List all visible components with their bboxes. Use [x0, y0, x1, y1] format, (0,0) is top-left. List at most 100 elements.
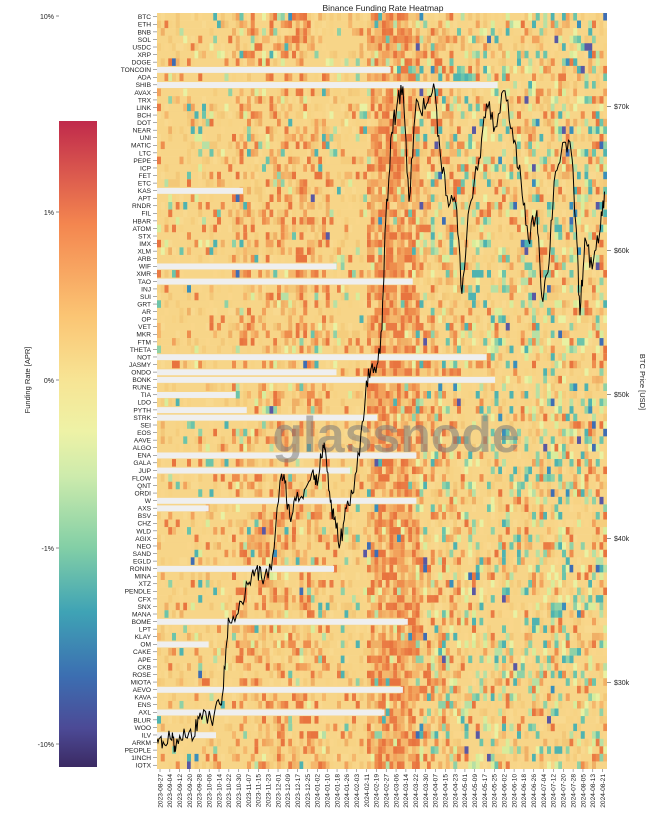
heatmap-cell	[551, 126, 555, 134]
heatmap-cell	[393, 73, 397, 81]
heatmap-cell	[427, 28, 431, 36]
heatmap-cell	[551, 134, 555, 142]
heatmap-cell	[318, 157, 322, 165]
heatmap-cell	[161, 323, 165, 331]
heatmap-cell	[551, 278, 555, 286]
heatmap-cell	[270, 134, 274, 142]
heatmap-row-ada	[157, 73, 607, 81]
heatmap-cell	[345, 550, 349, 558]
heatmap-cell	[585, 13, 589, 21]
heatmap-cell	[412, 172, 416, 180]
heatmap-cell	[337, 240, 341, 248]
heatmap-cell	[570, 126, 574, 134]
heatmap-cell	[457, 104, 461, 112]
heatmap-cell	[243, 187, 247, 195]
heatmap-cell	[506, 210, 510, 218]
heatmap-cell	[397, 542, 401, 550]
heatmap-cell	[356, 134, 360, 142]
heatmap-cell	[247, 51, 251, 59]
heatmap-cell	[345, 293, 349, 301]
heatmap-cell	[416, 300, 420, 308]
heatmap-cell	[258, 96, 262, 104]
heatmap-cell	[315, 157, 319, 165]
heatmap-cell	[562, 73, 566, 81]
heatmap-cell	[296, 225, 300, 233]
heatmap-cell	[446, 497, 450, 505]
heatmap-cell	[315, 104, 319, 112]
heatmap-cell	[450, 497, 454, 505]
heatmap-row-neo	[157, 542, 607, 550]
heatmap-cell	[536, 520, 540, 528]
heatmap-cell	[408, 89, 412, 97]
heatmap-cell	[367, 308, 371, 316]
heatmap-cell	[483, 217, 487, 225]
heatmap-cell	[195, 293, 199, 301]
heatmap-cell	[345, 194, 349, 202]
heatmap-cell	[390, 300, 394, 308]
heatmap-cell	[232, 134, 236, 142]
heatmap-cell	[266, 126, 270, 134]
heatmap-cell	[412, 338, 416, 346]
heatmap-cell	[270, 96, 274, 104]
heatmap-cell	[457, 399, 461, 407]
heatmap-cell	[225, 73, 229, 81]
heatmap-cell	[408, 73, 412, 81]
heatmap-cell	[236, 13, 240, 21]
heatmap-cell	[562, 308, 566, 316]
heatmap-cell	[341, 262, 345, 270]
heatmap-cell	[240, 247, 244, 255]
heatmap-cell	[495, 346, 499, 354]
heatmap-cell	[465, 315, 469, 323]
heatmap-cell	[423, 315, 427, 323]
heatmap-cell	[555, 240, 559, 248]
heatmap-cell	[386, 482, 390, 490]
heatmap-cell	[517, 58, 521, 66]
heatmap-cell	[498, 512, 502, 520]
heatmap-cell	[390, 28, 394, 36]
heatmap-cell	[288, 210, 292, 218]
heatmap-cell	[405, 104, 409, 112]
heatmap-cell	[288, 225, 292, 233]
heatmap-cell	[600, 104, 604, 112]
heatmap-cell	[427, 36, 431, 44]
heatmap-cell	[307, 542, 311, 550]
heatmap-cell	[375, 323, 379, 331]
heatmap-cell	[555, 81, 559, 89]
heatmap-cell	[487, 28, 491, 36]
heatmap-cell	[378, 43, 382, 51]
heatmap-cell	[322, 482, 326, 490]
heatmap-cell	[187, 338, 191, 346]
heatmap-cell	[600, 308, 604, 316]
heatmap-cell	[333, 557, 337, 565]
heatmap-cell	[356, 391, 360, 399]
heatmap-cell	[566, 482, 570, 490]
heatmap-row-bnb	[157, 28, 607, 36]
heatmap-cell	[457, 520, 461, 528]
heatmap-cell	[592, 210, 596, 218]
heatmap-cell	[405, 308, 409, 316]
heatmap-cell	[588, 489, 592, 497]
heatmap-cell	[187, 104, 191, 112]
heatmap-cell	[382, 331, 386, 339]
heatmap-cell	[397, 520, 401, 528]
heatmap-cell	[498, 179, 502, 187]
heatmap-cell	[232, 194, 236, 202]
heatmap-cell	[450, 73, 454, 81]
heatmap-cell	[198, 255, 202, 263]
heatmap-cell	[258, 421, 262, 429]
heatmap-cell	[532, 111, 536, 119]
heatmap-cell	[210, 421, 214, 429]
heatmap-cell	[367, 202, 371, 210]
heatmap-cell	[247, 96, 251, 104]
heatmap-cell	[330, 111, 334, 119]
heatmap-cell	[468, 142, 472, 150]
heatmap-cell	[577, 512, 581, 520]
heatmap-cell	[191, 13, 195, 21]
heatmap-cell	[375, 338, 379, 346]
heatmap-cell	[438, 557, 442, 565]
heatmap-cell	[536, 459, 540, 467]
heatmap-cell	[213, 13, 217, 21]
heatmap-cell	[176, 361, 180, 369]
heatmap-cell	[427, 217, 431, 225]
heatmap-cell	[315, 73, 319, 81]
